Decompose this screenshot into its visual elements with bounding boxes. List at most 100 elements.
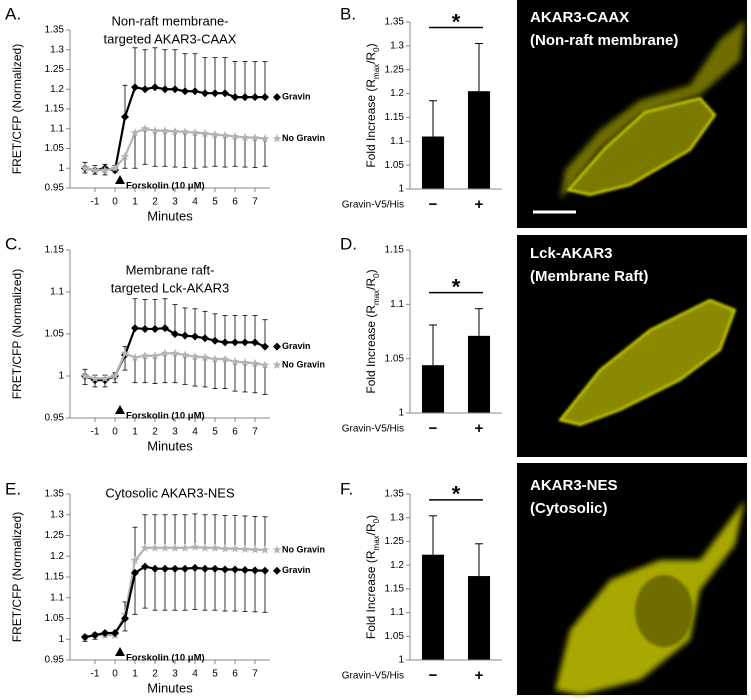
y-tick-label: 1.1 (390, 299, 404, 310)
y-axis-label: Fold Increase (Rmax/R0) (364, 515, 380, 639)
y-tick-label: 1.35 (45, 489, 65, 500)
x-axis-label: Minutes (147, 208, 193, 223)
star-marker (140, 124, 150, 133)
y-axis-label-part: /R (364, 523, 378, 535)
annotation: Forskolin (10 μM) (126, 181, 205, 192)
category-title: Gravin-V5/His (342, 424, 404, 435)
x-tick-label: 0 (112, 427, 118, 438)
y-tick-label: 1 (58, 371, 64, 382)
x-tick-label: 7 (252, 669, 258, 680)
x-tick-label: 7 (252, 427, 258, 438)
y-tick-label: 1.05 (45, 613, 65, 624)
star-marker (80, 371, 90, 380)
chart-title: Non-raft membrane- (111, 13, 228, 28)
diamond-marker (131, 324, 139, 333)
diamond-marker (261, 342, 269, 351)
star-marker (210, 354, 220, 363)
diamond-marker (241, 93, 249, 102)
y-tick-label: 1 (398, 655, 404, 666)
bar (467, 91, 491, 189)
x-tick-label: 5 (212, 197, 218, 208)
star-marker (90, 165, 100, 174)
y-tick-label: 1.15 (45, 245, 65, 256)
x-tick-label: 6 (232, 197, 238, 208)
panel-label: C. (5, 234, 22, 253)
star-marker (110, 371, 120, 380)
nucleus (635, 575, 693, 647)
x-tick-label: 6 (232, 669, 238, 680)
y-tick-label: 1.35 (45, 25, 65, 36)
y-tick-label: 1 (58, 634, 64, 645)
diamond-marker (221, 565, 229, 574)
x-tick-label: 4 (192, 427, 198, 438)
star-marker (140, 543, 150, 552)
x-tick-label: + (475, 667, 484, 684)
diamond-marker (261, 93, 269, 102)
star-marker (220, 354, 230, 363)
diamond-marker (201, 89, 209, 98)
diamond-marker (151, 564, 159, 573)
diamond-marker (181, 331, 189, 340)
star-marker (170, 543, 180, 552)
y-axis-label-part: /R (364, 277, 378, 289)
star-marker (180, 543, 190, 552)
y-axis-label-part: /R (364, 51, 378, 63)
y-axis-label: Fold Increase (Rmax/R0) (364, 43, 380, 167)
significance-label: * (452, 274, 461, 299)
diamond-marker (151, 324, 159, 333)
significance-label: * (452, 482, 461, 507)
star-marker (230, 357, 240, 366)
star-marker (240, 357, 250, 367)
x-tick-label: − (429, 420, 438, 437)
star-marker (100, 373, 110, 383)
diamond-marker (273, 566, 281, 575)
y-axis-label-part: ) (364, 269, 378, 273)
y-axis-label-part: max (372, 290, 381, 305)
diamond-marker (121, 614, 129, 623)
y-tick-label: 1.05 (45, 329, 65, 340)
chart-panel: B. − +1 1.05 1.1 1.15 1.2 1.25 1.3 1.35 Gravin-V5/… (340, 4, 502, 213)
x-tick-label: 1 (132, 197, 138, 208)
y-tick-label: 1.15 (45, 572, 65, 583)
diamond-marker (231, 565, 239, 574)
y-axis-label-part: 0 (372, 47, 381, 52)
diamond-marker (241, 338, 249, 347)
image-title: AKAR3-NES (530, 477, 618, 494)
diamond-marker (101, 629, 109, 638)
image-subtitle: (Membrane Raft) (530, 268, 648, 285)
diamond-marker (111, 629, 119, 638)
y-tick-label: 1.1 (50, 287, 64, 298)
star-marker (150, 543, 160, 552)
star-marker (272, 134, 282, 143)
x-tick-label: 2 (152, 197, 158, 208)
x-tick-label: 4 (192, 197, 198, 208)
bar (421, 554, 445, 660)
y-tick-label: 0.95 (45, 183, 65, 194)
diamond-marker (261, 566, 269, 575)
x-tick-label: 4 (192, 669, 198, 680)
annotation-arrow (115, 175, 125, 184)
chart-title: Membrane raft- (126, 262, 215, 277)
y-tick-label: 1.25 (385, 536, 405, 547)
diamond-marker (191, 563, 199, 572)
x-tick-label: 1 (132, 669, 138, 680)
legend-label: No Gravin (282, 133, 325, 143)
y-axis-label-part: max (372, 535, 381, 550)
bar (421, 365, 445, 413)
y-tick-label: 0.95 (45, 655, 65, 666)
y-axis-label-part: 0 (372, 518, 381, 523)
diamond-marker (273, 342, 281, 351)
y-tick-label: 1.1 (390, 607, 404, 618)
y-tick-label: 1.2 (50, 551, 64, 562)
legend-label: Gravin (282, 92, 311, 102)
star-marker (90, 373, 100, 383)
diamond-marker (81, 633, 89, 642)
diamond-marker (201, 334, 209, 343)
y-tick-label: 1 (58, 163, 64, 174)
y-tick-label: 1 (398, 408, 404, 419)
star-marker (200, 543, 210, 552)
star-marker (130, 352, 140, 362)
diamond-marker (151, 83, 159, 92)
y-axis-label-part: 0 (372, 273, 381, 278)
x-tick-label: 2 (152, 427, 158, 438)
